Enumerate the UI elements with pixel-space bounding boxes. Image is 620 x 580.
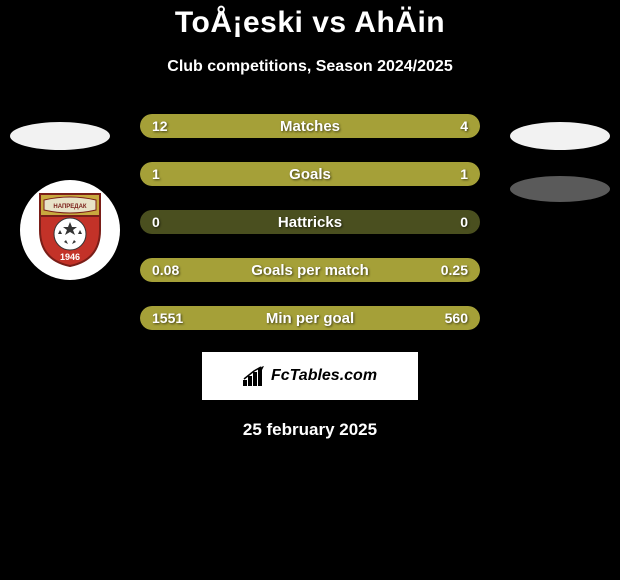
infographic-date: 25 february 2025 xyxy=(0,420,620,440)
stat-row-min-per-goal: 1551 Min per goal 560 xyxy=(140,306,480,330)
stat-value-right: 560 xyxy=(445,310,468,326)
stat-label: Matches xyxy=(140,118,480,135)
shield-icon: НАПРЕДАК 1946 xyxy=(38,192,102,268)
stat-label: Goals per match xyxy=(140,262,480,279)
player-right-placeholder xyxy=(510,122,610,150)
stat-row-matches: 12 Matches 4 xyxy=(140,114,480,138)
bar-chart-icon xyxy=(243,366,267,386)
stat-row-hattricks: 0 Hattricks 0 xyxy=(140,210,480,234)
club-left-badge: НАПРЕДАК 1946 xyxy=(20,180,120,280)
stat-value-right: 4 xyxy=(460,118,468,134)
stat-value-right: 0 xyxy=(460,214,468,230)
stat-value-right: 1 xyxy=(460,166,468,182)
club-right-placeholder xyxy=(510,176,610,202)
page-title: ToÅ¡eski vs AhÄin xyxy=(0,0,620,40)
stat-row-goals: 1 Goals 1 xyxy=(140,162,480,186)
stat-label: Goals xyxy=(140,166,480,183)
stat-label: Min per goal xyxy=(140,310,480,327)
player-left-placeholder xyxy=(10,122,110,150)
stat-row-goals-per-match: 0.08 Goals per match 0.25 xyxy=(140,258,480,282)
fctables-logo-link[interactable]: FcTables.com xyxy=(202,352,418,400)
fctables-logo-text: FcTables.com xyxy=(271,367,377,385)
svg-text:1946: 1946 xyxy=(60,252,80,262)
page-subtitle: Club competitions, Season 2024/2025 xyxy=(0,58,620,76)
stat-label: Hattricks xyxy=(140,214,480,231)
svg-text:НАПРЕДАК: НАПРЕДАК xyxy=(53,204,87,210)
stat-value-right: 0.25 xyxy=(441,262,468,278)
